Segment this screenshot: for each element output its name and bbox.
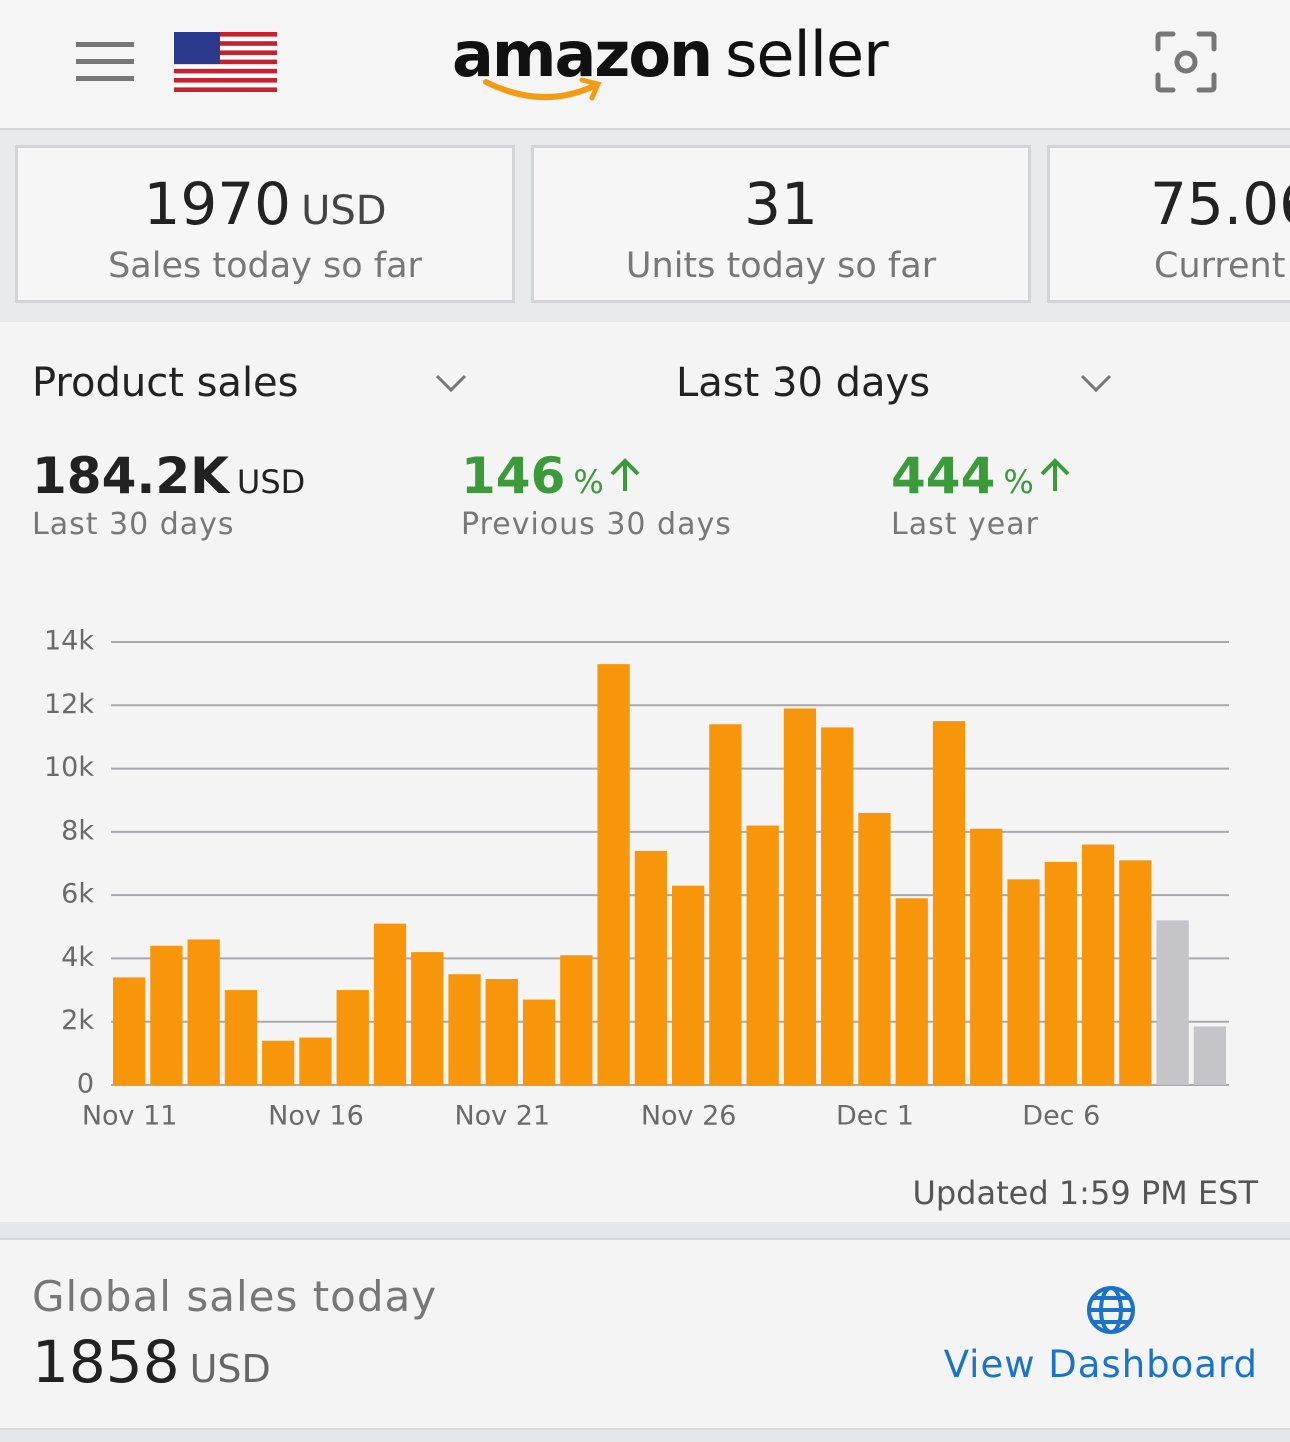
bar [746,825,779,1085]
separator [0,1222,1290,1240]
bar [932,721,966,1085]
bar [1119,860,1152,1085]
card-value: 1970 USD [18,170,512,238]
bottom-band [0,1428,1290,1442]
bar [970,828,1003,1085]
y-tick-label: 6k [61,879,94,910]
value: 1970 [143,170,292,238]
bar [1193,1026,1226,1085]
unit: % [573,463,604,501]
stat-value: 444% [891,447,1072,505]
bar [373,923,407,1085]
unit: USD [236,463,306,501]
us-flag[interactable] [174,32,277,92]
updated-time: Updated 1:59 PM EST [912,1174,1258,1212]
bar [597,664,630,1085]
bar [262,1040,295,1085]
global-title: Global sales today [32,1272,438,1321]
y-tick-label: 8k [61,815,94,846]
value: 146 [461,447,566,505]
bar [1156,920,1189,1085]
bar [113,977,146,1085]
bar [187,939,220,1085]
x-tick-label: Dec 6 [1022,1101,1100,1132]
card-value: 75.06 [1150,170,1290,238]
value: 184.2K [32,447,229,505]
bar [1081,844,1115,1085]
unit: USD [189,1347,271,1391]
bar [485,978,518,1085]
bar [783,708,817,1085]
bar [336,990,369,1085]
stat-label: Previous 30 days [461,507,732,542]
global-value: 1858 USD [32,1328,271,1396]
value: 444 [891,447,996,505]
card-label: Units today so far [625,246,937,286]
bar [1044,861,1077,1085]
up-arrow [610,458,640,491]
card[interactable]: 1970 USD Sales today so far [15,145,515,303]
stat-value: 146% [461,447,642,505]
bar [672,885,705,1085]
bar [224,990,258,1085]
logo-light: seller [725,18,889,91]
x-tick-label: Nov 16 [268,1101,364,1132]
globe-icon[interactable] [1085,1284,1137,1336]
period-dropdown[interactable]: Last 30 days [676,360,931,406]
card-value: 31 [744,170,818,238]
value: 1858 [32,1328,180,1396]
bar [560,955,593,1085]
bar [821,727,854,1085]
bar [150,945,183,1085]
summary-cards: 1970 USD Sales today so far 31 Units toda… [0,130,1290,322]
bar [709,724,742,1085]
bar [895,898,928,1085]
y-tick-label: 2k [61,1005,94,1036]
y-tick-label: 14k [44,626,94,657]
x-tick-label: Dec 1 [836,1101,914,1132]
bar [299,1037,332,1085]
unit: USD [301,188,387,234]
bar [448,974,481,1085]
bar [411,952,444,1085]
view-dashboard-link[interactable]: View Dashboard [943,1343,1258,1386]
stat-label: Last year [891,507,1039,542]
card-label: Current [1154,246,1286,286]
bar [1007,879,1040,1085]
header: amazon seller [0,0,1290,130]
y-tick-label: 12k [44,689,94,720]
chevron[interactable] [1079,372,1113,394]
up-arrow [1040,458,1070,491]
stat-value: 184.2K USD [32,447,305,505]
x-tick-label: Nov 11 [82,1101,178,1132]
card-label: Sales today so far [108,246,422,286]
y-tick-label: 0 [77,1069,94,1100]
scan-icon[interactable] [1155,31,1217,93]
y-tick-label: 10k [44,752,94,783]
bar [858,812,891,1085]
menu-icon[interactable] [76,40,136,84]
stat-label: Last 30 days [32,507,235,542]
logo-smile [483,77,602,101]
sales-chart: 0 2k 4k 6k 8k 10k 12k 14k Nov 11 Nov 16 Nov 21 Nov … [44,626,1229,1132]
card[interactable]: 75.06 Current [1047,145,1290,303]
bar [634,850,667,1085]
x-tick-label: Nov 26 [641,1101,737,1132]
unit: % [1003,463,1034,501]
chevron[interactable] [434,372,468,394]
metric-dropdown[interactable]: Product sales [32,360,299,406]
y-tick-label: 4k [61,942,94,973]
bar [522,999,556,1085]
card[interactable]: 31 Units today so far [531,145,1031,303]
x-tick-label: Nov 21 [454,1101,550,1132]
